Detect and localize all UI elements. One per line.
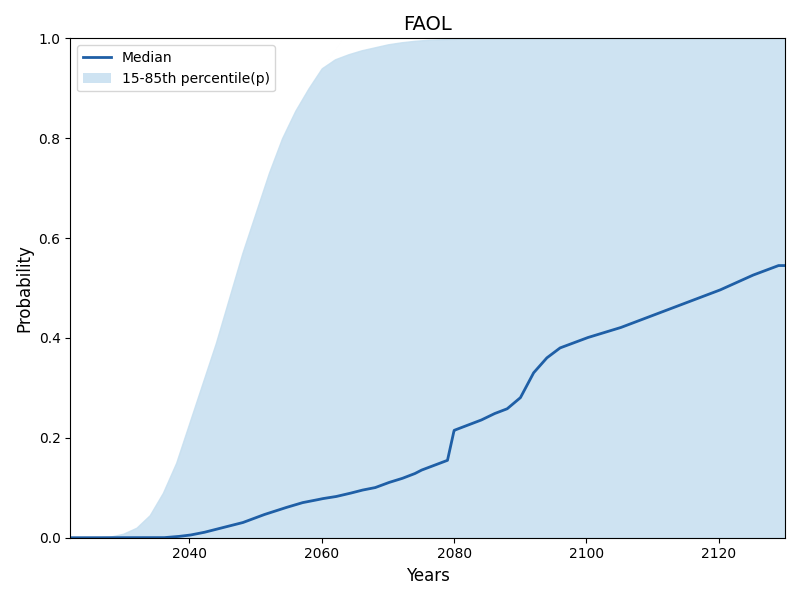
Median	[102, 534, 111, 541]
Median	[628, 319, 638, 326]
X-axis label: Years: Years	[406, 567, 450, 585]
Median	[759, 267, 769, 274]
Legend: Median, 15-85th percentile(p): Median, 15-85th percentile(p)	[78, 45, 275, 91]
Line: Median: Median	[70, 266, 785, 538]
Title: FAOL: FAOL	[403, 15, 452, 34]
Median	[394, 476, 404, 483]
Y-axis label: Probability: Probability	[15, 244, 33, 332]
Median	[780, 262, 790, 269]
Median	[413, 469, 422, 476]
Median	[774, 262, 783, 269]
Median	[759, 268, 769, 275]
Median	[66, 534, 75, 541]
